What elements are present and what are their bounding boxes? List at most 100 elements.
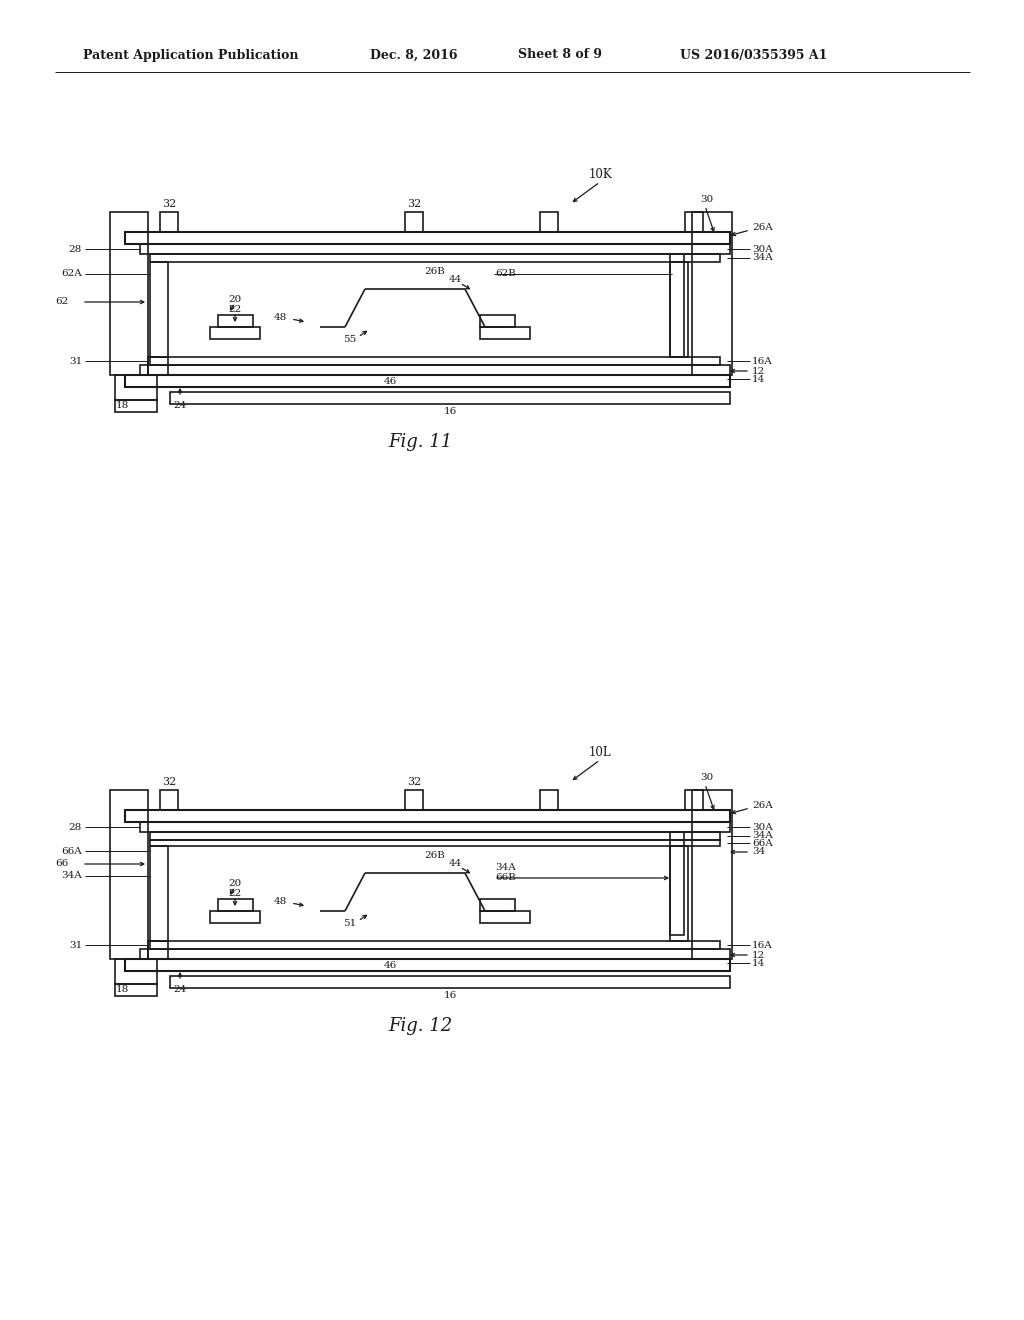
Text: 18: 18 [116, 985, 129, 994]
Text: Dec. 8, 2016: Dec. 8, 2016 [370, 49, 458, 62]
Text: 34A: 34A [752, 253, 773, 263]
Bar [150, 253, 720, 261]
Bar [218, 315, 253, 327]
Bar [110, 789, 148, 960]
Bar [150, 840, 720, 846]
Text: Fig. 11: Fig. 11 [388, 433, 453, 451]
Text: 55: 55 [343, 334, 356, 343]
Bar [160, 213, 178, 232]
Text: 34A: 34A [61, 871, 82, 880]
Text: 32: 32 [162, 199, 176, 209]
Bar [540, 213, 558, 232]
Text: Patent Application Publication: Patent Application Publication [83, 49, 299, 62]
Bar [125, 810, 730, 822]
Text: 66A: 66A [61, 846, 82, 855]
Text: 26B: 26B [425, 267, 445, 276]
Text: 44: 44 [449, 858, 462, 867]
Text: 12: 12 [752, 367, 765, 375]
Bar [140, 366, 730, 375]
Bar [692, 789, 732, 960]
Bar [406, 789, 423, 810]
Bar [670, 253, 684, 356]
Text: 12: 12 [752, 950, 765, 960]
Text: 30A: 30A [752, 244, 773, 253]
Bar [140, 949, 730, 960]
Text: 62A: 62A [61, 269, 82, 279]
Bar [685, 789, 703, 810]
Bar [148, 356, 168, 375]
Text: 34A: 34A [752, 832, 773, 841]
Text: 24: 24 [173, 985, 186, 994]
Bar [480, 327, 530, 339]
Bar [685, 213, 703, 232]
Text: 28: 28 [69, 244, 82, 253]
Text: 34A: 34A [495, 863, 516, 873]
Bar [150, 846, 168, 941]
Text: 46: 46 [383, 961, 396, 969]
Text: 30A: 30A [752, 822, 773, 832]
Bar [150, 356, 720, 366]
Text: 66B: 66B [495, 874, 516, 883]
Bar [406, 213, 423, 232]
Bar [170, 392, 730, 404]
Text: 24: 24 [173, 400, 186, 409]
Bar [210, 911, 260, 923]
Bar [692, 213, 732, 375]
Text: Fig. 12: Fig. 12 [388, 1016, 453, 1035]
Text: 26A: 26A [752, 223, 773, 232]
Bar [125, 232, 730, 244]
Bar [480, 911, 530, 923]
Text: 14: 14 [752, 375, 765, 384]
Text: 34: 34 [752, 847, 765, 857]
Text: 30: 30 [700, 774, 714, 783]
Bar [670, 261, 688, 356]
Text: 26A: 26A [752, 801, 773, 810]
Bar [670, 846, 688, 941]
Bar [115, 960, 157, 983]
Text: 62B: 62B [495, 269, 516, 279]
Text: 32: 32 [407, 199, 421, 209]
Bar [150, 941, 720, 949]
Text: 10K: 10K [588, 168, 612, 181]
Text: 18: 18 [116, 400, 129, 409]
Text: 20: 20 [228, 294, 242, 304]
Text: 44: 44 [449, 275, 462, 284]
Text: 20: 20 [228, 879, 242, 887]
Bar [148, 941, 168, 960]
Text: 51: 51 [343, 919, 356, 928]
Text: 31: 31 [69, 940, 82, 949]
Text: 66: 66 [54, 859, 68, 869]
Bar [115, 375, 157, 400]
Text: 48: 48 [273, 896, 287, 906]
Text: 46: 46 [383, 376, 396, 385]
Bar [140, 244, 730, 253]
Text: 14: 14 [752, 958, 765, 968]
Text: 62: 62 [54, 297, 68, 306]
Text: 16A: 16A [752, 940, 773, 949]
Text: 48: 48 [273, 313, 287, 322]
Bar [150, 832, 720, 840]
Text: 30: 30 [700, 195, 714, 205]
Bar [115, 400, 157, 412]
Bar [125, 375, 730, 387]
Bar [110, 213, 148, 375]
Bar [480, 899, 515, 911]
Bar [210, 327, 260, 339]
Text: 16: 16 [443, 408, 457, 417]
Bar [140, 822, 730, 832]
Text: 32: 32 [407, 777, 421, 787]
Text: 22: 22 [228, 305, 242, 314]
Text: 32: 32 [162, 777, 176, 787]
Bar [540, 789, 558, 810]
Text: 66A: 66A [752, 838, 773, 847]
Text: 22: 22 [228, 888, 242, 898]
Bar [670, 832, 684, 935]
Bar [218, 899, 253, 911]
Text: US 2016/0355395 A1: US 2016/0355395 A1 [680, 49, 827, 62]
Text: Sheet 8 of 9: Sheet 8 of 9 [518, 49, 602, 62]
Text: 16: 16 [443, 991, 457, 1001]
Text: 16A: 16A [752, 356, 773, 366]
Text: 26B: 26B [425, 850, 445, 859]
Bar [160, 789, 178, 810]
Text: 31: 31 [69, 356, 82, 366]
